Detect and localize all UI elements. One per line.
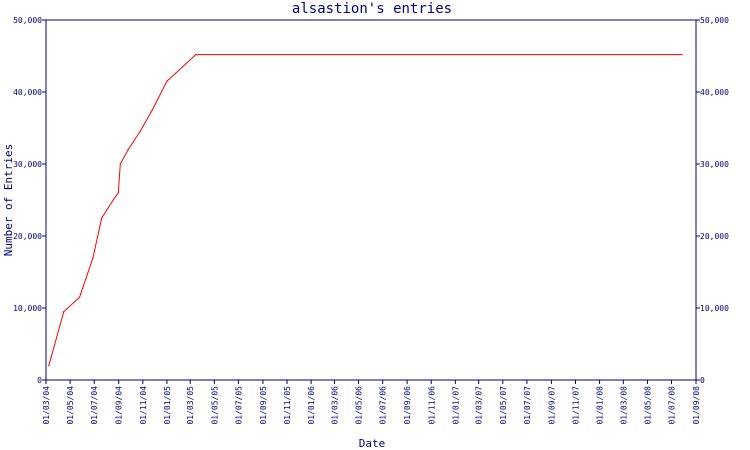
x-tick-label: 01/01/07 [451,386,460,425]
x-tick-label: 01/01/06 [307,386,316,425]
x-tick-label: 01/09/08 [692,386,701,425]
data-point [119,163,121,165]
data-point [63,311,65,313]
y-axis-title: Number of Entries [2,144,15,257]
data-point [101,217,103,219]
x-tick-label: 01/07/06 [379,386,388,425]
y-axis-right: 0 10,000 20,000 30,000 40,000 50,000 [696,16,729,385]
data-point [195,53,197,56]
x-tick-label: 01/09/04 [115,386,124,425]
y-tick-label-right: 20,000 [700,232,729,241]
x-tick-label: 01/07/05 [234,386,243,425]
x-tick-label: 01/05/07 [499,386,508,425]
data-point [112,199,114,201]
x-tick-label: 01/07/04 [90,386,99,425]
data-point [127,149,129,151]
plot-area-frame [45,19,697,381]
x-tick-label: 01/05/05 [210,386,219,425]
x-axis-title: Date [359,437,386,450]
y-tick-label-right: 10,000 [700,304,729,313]
x-axis: 01/03/04 01/05/04 01/07/04 01/09/04 01/11/04… [42,380,701,425]
data-point [681,53,683,56]
x-tick-label: 01/05/06 [355,386,364,425]
data-point [151,109,153,111]
data-point [78,296,81,298]
x-tick-label: 01/09/05 [259,386,268,425]
y-tick-label-left: 20,000 [13,232,42,241]
x-tick-label: 01/01/08 [596,386,605,425]
data-point [182,66,184,68]
x-tick-label: 01/11/05 [283,386,292,425]
y-tick-label-left: 0 [37,376,42,385]
y-tick-label-right: 30,000 [700,160,729,169]
y-tick-label-left: 50,000 [13,16,42,25]
x-tick-label: 01/01/05 [163,386,172,425]
y-tick-label-right: 50,000 [700,16,729,25]
data-point [139,131,141,133]
x-tick-label: 01/07/08 [668,386,677,425]
data-point [92,257,94,259]
x-tick-label: 01/09/07 [547,386,556,425]
chart-title: alsastion's entries [292,1,452,17]
x-tick-label: 01/11/07 [571,386,580,425]
data-point [166,80,168,82]
y-tick-label-right: 40,000 [700,88,729,97]
data-point [117,192,119,194]
x-tick-label: 01/05/04 [66,386,75,425]
data-point [48,365,50,367]
x-tick-label: 01/11/06 [427,386,436,425]
x-tick-label: 01/03/07 [475,386,484,425]
x-tick-label: 01/03/04 [42,386,51,425]
y-tick-label-left: 10,000 [13,304,42,313]
y-tick-label-left: 40,000 [13,88,42,97]
y-tick-label-left: 30,000 [13,160,42,169]
x-tick-label: 01/09/06 [403,386,412,425]
x-tick-label: 01/05/08 [643,386,652,425]
x-tick-label: 01/07/07 [523,386,532,425]
x-tick-label: 01/03/08 [619,386,628,425]
series-layer [48,53,683,367]
x-tick-label: 01/03/05 [186,386,195,425]
y-axis-left: 0 10,000 20,000 30,000 40,000 50,000 [13,16,46,385]
x-tick-label: 01/03/06 [330,386,339,425]
series-line [48,54,683,366]
x-tick-label: 01/11/04 [139,386,148,425]
y-tick-label-right: 0 [700,376,705,385]
